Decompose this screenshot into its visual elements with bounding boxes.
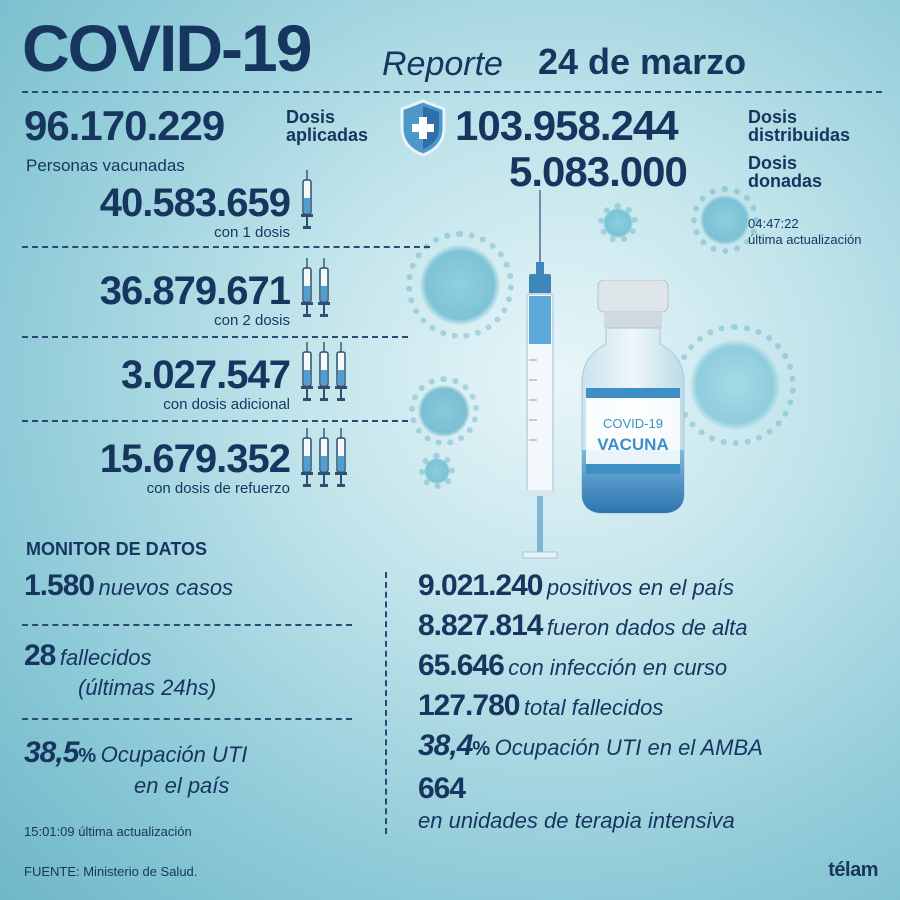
report-date: 24 de marzo — [538, 41, 747, 82]
dosis-aplicadas-value: 96.170.229 — [24, 102, 225, 149]
syringe-icon — [300, 428, 314, 493]
row-divider — [22, 246, 430, 248]
syringe-icon — [300, 342, 314, 407]
monitor-divider — [22, 624, 352, 626]
report-label: Reporte — [382, 45, 503, 83]
dosis-distribuidas-label: Dosis distribuidas — [748, 107, 851, 145]
row-divider — [22, 336, 408, 338]
syringe-group — [300, 428, 351, 493]
nuevos-casos: 1.580 nuevos casos — [24, 569, 234, 602]
syringe-icon — [317, 258, 331, 323]
dosis-aplicadas-label: Dosis aplicadas — [286, 107, 369, 145]
syringe-group — [300, 342, 351, 407]
vacunados-label: con 2 dosis — [214, 312, 290, 329]
monitor-heading: MONITOR DE DATOS — [26, 539, 208, 559]
virus-icon — [408, 375, 480, 447]
virus-icon — [405, 230, 515, 340]
dosis-update: 04:47:22 última actualización — [748, 216, 862, 247]
virus-icon — [419, 453, 455, 489]
vacunados-value: 15.679.352 — [99, 437, 291, 481]
source-note: FUENTE: Ministerio de Salud. — [24, 864, 198, 879]
vacunados-label: con dosis adicional — [163, 396, 290, 413]
vacunados-label: con 1 dosis — [214, 224, 290, 241]
total-row: 9.021.240 positivos en el país — [418, 569, 735, 602]
row-divider — [22, 420, 408, 422]
totals-list: 9.021.240 positivos en el país 8.827.814… — [418, 568, 763, 836]
header-divider — [22, 91, 882, 93]
syringe-icon — [300, 258, 314, 323]
vacunados-value: 36.879.671 — [99, 269, 291, 313]
shield-plus-icon — [398, 98, 448, 158]
column-divider — [385, 572, 387, 834]
uti-amba: 38,4% Ocupación UTI en el AMBA — [418, 729, 763, 762]
vial-line-2: VACUNA — [597, 435, 668, 454]
virus-icon — [691, 186, 759, 254]
virus-icon — [673, 323, 797, 447]
monitor-divider — [22, 718, 352, 720]
total-row: 8.827.814 fueron dados de alta — [418, 609, 748, 642]
uti-pais-sub: en el país — [134, 773, 230, 798]
terapia-value: 664 — [418, 772, 466, 805]
syringe-icon — [317, 428, 331, 493]
syringe-icon — [300, 170, 314, 235]
fallecidos-sub: (últimas 24hs) — [78, 675, 217, 700]
virus-icon — [597, 202, 639, 244]
syringe-group — [300, 170, 317, 235]
terapia-label: en unidades de terapia intensiva — [418, 808, 735, 833]
uti-pais: 38,5% Ocupación UTI — [24, 736, 248, 769]
syringe-icon — [515, 190, 565, 565]
syringe-icon — [317, 342, 331, 407]
vacunados-label: con dosis de refuerzo — [146, 480, 290, 497]
dosis-distribuidas-value: 103.958.244 — [455, 102, 679, 149]
page-title: COVID-19 — [22, 11, 312, 85]
vaccine-vial-icon: COVID-19 VACUNA — [578, 279, 688, 515]
vacunados-heading: Personas vacunadas — [26, 156, 185, 175]
dosis-donadas-label: Dosis donadas — [748, 153, 823, 191]
total-row: 65.646 con infección en curso — [418, 649, 728, 682]
total-row: 127.780 total fallecidos — [418, 689, 664, 722]
vial-line-1: COVID-19 — [603, 416, 663, 431]
dosis-donadas-value: 5.083.000 — [509, 148, 688, 195]
syringe-icon — [334, 428, 348, 493]
vacunados-value: 3.027.547 — [121, 353, 291, 397]
vacunados-value: 40.583.659 — [99, 181, 291, 225]
syringe-icon — [334, 342, 348, 407]
monitor-update: 15:01:09 última actualización — [24, 824, 192, 839]
brand-logo: télam — [828, 859, 878, 881]
fallecidos-24hs: 28 fallecidos — [24, 639, 152, 672]
syringe-group — [300, 258, 334, 323]
